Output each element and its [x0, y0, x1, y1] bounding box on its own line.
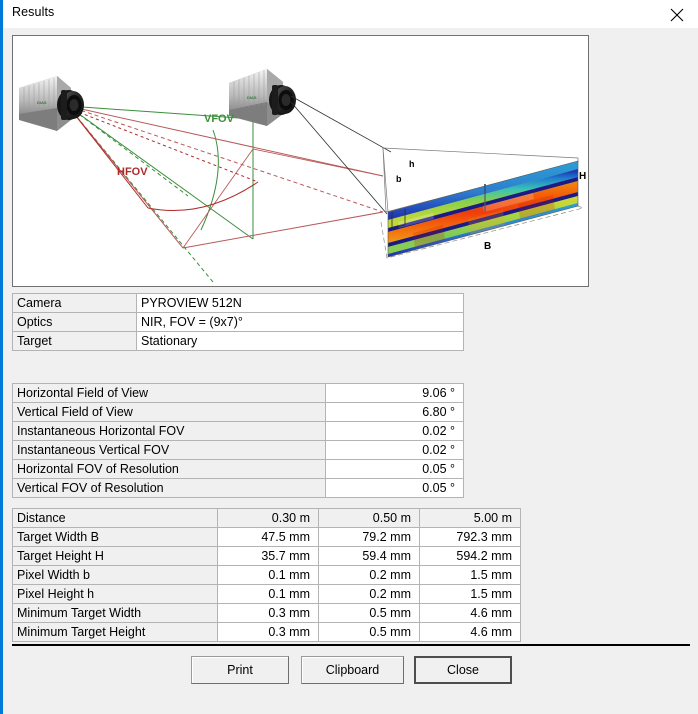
- row-label: Pixel Width b: [12, 565, 218, 585]
- row-value-2: 59.4 mm: [318, 546, 420, 566]
- column-header-label: Distance: [12, 508, 218, 528]
- row-value-2: 79.2 mm: [318, 527, 420, 547]
- row-value-2: 0.5 mm: [318, 622, 420, 642]
- row-value: 6.80 °: [325, 402, 464, 422]
- table-row: Target Width B 47.5 mm 79.2 mm 792.3 mm: [12, 527, 521, 547]
- row-value: 0.02 °: [325, 440, 464, 460]
- target-height-label: H: [579, 171, 586, 182]
- table-row: Target Stationary: [12, 331, 464, 351]
- row-value: 0.05 °: [325, 478, 464, 498]
- target-width-label: B: [484, 241, 491, 252]
- row-value: PYROVIEW 512N: [136, 293, 464, 313]
- row-value: Stationary: [136, 331, 464, 351]
- hfov-cone: [67, 105, 384, 249]
- table-row: Optics NIR, FOV = (9x7)°: [12, 312, 464, 332]
- row-label: Horizontal FOV of Resolution: [12, 459, 326, 479]
- table-row: Instantaneous Horizontal FOV 0.02 °: [12, 421, 464, 441]
- row-value-2: 0.2 mm: [318, 584, 420, 604]
- table-row: Horizontal Field of View 9.06 °: [12, 383, 464, 403]
- vfov-cone: [67, 105, 254, 283]
- row-label: Optics: [12, 312, 137, 332]
- row-label: Vertical Field of View: [12, 402, 326, 422]
- camera-info-table: Camera PYROVIEW 512N Optics NIR, FOV = (9x7…: [12, 293, 464, 351]
- table-row: Vertical Field of View 6.80 °: [12, 402, 464, 422]
- pixel-width-label: b: [396, 174, 402, 184]
- row-value-2: 0.5 mm: [318, 603, 420, 623]
- row-label: Camera: [12, 293, 137, 313]
- row-value: 9.06 °: [325, 383, 464, 403]
- hfov-label: HFOV: [117, 166, 148, 178]
- row-value-1: 0.3 mm: [217, 603, 319, 623]
- pixel-height-label: h: [409, 159, 415, 169]
- clipboard-button[interactable]: Clipboard: [301, 656, 404, 684]
- row-value-1: 0.3 mm: [217, 622, 319, 642]
- vfov-label: VFOV: [204, 113, 235, 125]
- column-header-distance-3: 5.00 m: [419, 508, 521, 528]
- row-value: 0.02 °: [325, 421, 464, 441]
- row-value-3: 594.2 mm: [419, 546, 521, 566]
- table-row: Target Height H 35.7 mm 59.4 mm 594.2 mm: [12, 546, 521, 566]
- window-title: Results: [12, 5, 55, 19]
- row-value-3: 792.3 mm: [419, 527, 521, 547]
- row-value-3: 4.6 mm: [419, 603, 521, 623]
- thermal-target: [380, 147, 585, 259]
- row-label: Target: [12, 331, 137, 351]
- optics-diagram: DIAS: [19, 69, 586, 283]
- row-value-2: 0.2 mm: [318, 565, 420, 585]
- table-row: Minimum Target Height 0.3 mm 0.5 mm 4.6 mm: [12, 622, 521, 642]
- distance-table: Distance 0.30 m 0.50 m 5.00 m Target Width B…: [12, 508, 521, 642]
- table-header-row: Distance 0.30 m 0.50 m 5.00 m: [12, 508, 521, 528]
- row-label: Target Width B: [12, 527, 218, 547]
- close-window-button[interactable]: [656, 0, 698, 28]
- thermal-image: [388, 161, 578, 257]
- row-label: Instantaneous Vertical FOV: [12, 440, 326, 460]
- row-label: Minimum Target Width: [12, 603, 218, 623]
- table-row: Minimum Target Width 0.3 mm 0.5 mm 4.6 mm: [12, 603, 521, 623]
- row-label: Pixel Height h: [12, 584, 218, 604]
- table-row: Horizontal FOV of Resolution 0.05 °: [12, 459, 464, 479]
- title-bar: Results: [3, 0, 698, 28]
- close-button[interactable]: Close: [414, 656, 512, 684]
- table-row: Pixel Height h 0.1 mm 0.2 mm 1.5 mm: [12, 584, 521, 604]
- row-label: Minimum Target Height: [12, 622, 218, 642]
- row-value-1: 35.7 mm: [217, 546, 319, 566]
- table-row: Camera PYROVIEW 512N: [12, 293, 464, 313]
- pixel-size-marks: [391, 209, 406, 229]
- row-value: NIR, FOV = (9x7)°: [136, 312, 464, 332]
- row-value-1: 0.1 mm: [217, 565, 319, 585]
- print-button[interactable]: Print: [191, 656, 289, 684]
- table-row: Instantaneous Vertical FOV 0.02 °: [12, 440, 464, 460]
- camera-right-rays: [290, 95, 392, 215]
- row-label: Target Height H: [12, 546, 218, 566]
- row-value-3: 4.6 mm: [419, 622, 521, 642]
- svg-text:DIAS: DIAS: [37, 100, 47, 105]
- column-header-distance-2: 0.50 m: [318, 508, 420, 528]
- row-label: Instantaneous Horizontal FOV: [12, 421, 326, 441]
- table-row: Vertical FOV of Resolution 0.05 °: [12, 478, 464, 498]
- row-value-1: 47.5 mm: [217, 527, 319, 547]
- camera-left: DIAS: [19, 76, 84, 131]
- footer-divider: [12, 644, 690, 646]
- column-header-distance-1: 0.30 m: [217, 508, 319, 528]
- table-row: Pixel Width b 0.1 mm 0.2 mm 1.5 mm: [12, 565, 521, 585]
- row-value: 0.05 °: [325, 459, 464, 479]
- field-of-view-table: Horizontal Field of View 9.06 ° Vertical F…: [12, 383, 464, 498]
- fov-cone-group: [67, 105, 384, 283]
- row-label: Vertical FOV of Resolution: [12, 478, 326, 498]
- row-value-1: 0.1 mm: [217, 584, 319, 604]
- row-value-3: 1.5 mm: [419, 565, 521, 585]
- row-value-3: 1.5 mm: [419, 584, 521, 604]
- svg-text:DIAS: DIAS: [247, 95, 257, 100]
- optics-diagram-panel: DIAS: [12, 35, 589, 287]
- camera-right: DIAS: [229, 69, 296, 126]
- row-label: Horizontal Field of View: [12, 383, 326, 403]
